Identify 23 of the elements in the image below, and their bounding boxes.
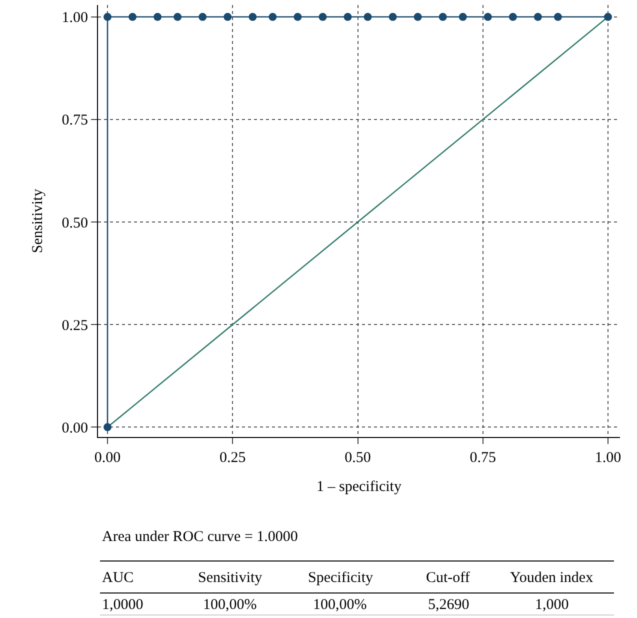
y-tick-label: 1.00 [62,10,88,26]
x-tick-label: 1.00 [594,450,622,466]
y-tick-label: 0.25 [62,318,88,334]
text: 1,0000 [102,597,144,613]
x-tick-label: 0.00 [94,450,121,466]
text: 100,00% [203,597,257,613]
text: 5,2690 [428,597,470,613]
x-tick-label: 0.50 [344,450,371,466]
text: 1,000 [535,597,569,613]
text: Cut-off [426,570,470,586]
y-tick-label: 0.00 [62,420,88,436]
text: Specificity [308,570,374,586]
text: Area under ROC curve = 1.0000 [102,529,298,545]
x-tick-label: 0.75 [470,450,496,466]
y-axis-title: Sensitivity [30,188,46,254]
x-tick-label: 0.25 [220,450,246,466]
x-axis-title: 1 – specificity [316,479,402,495]
text: Youden index [510,570,594,586]
y-tick-label: 0.75 [62,112,88,129]
text: AUC [102,570,134,586]
text: 100,00% [313,597,367,613]
y-tick-label: 0.50 [62,215,88,232]
text: Sensitivity [198,570,263,586]
